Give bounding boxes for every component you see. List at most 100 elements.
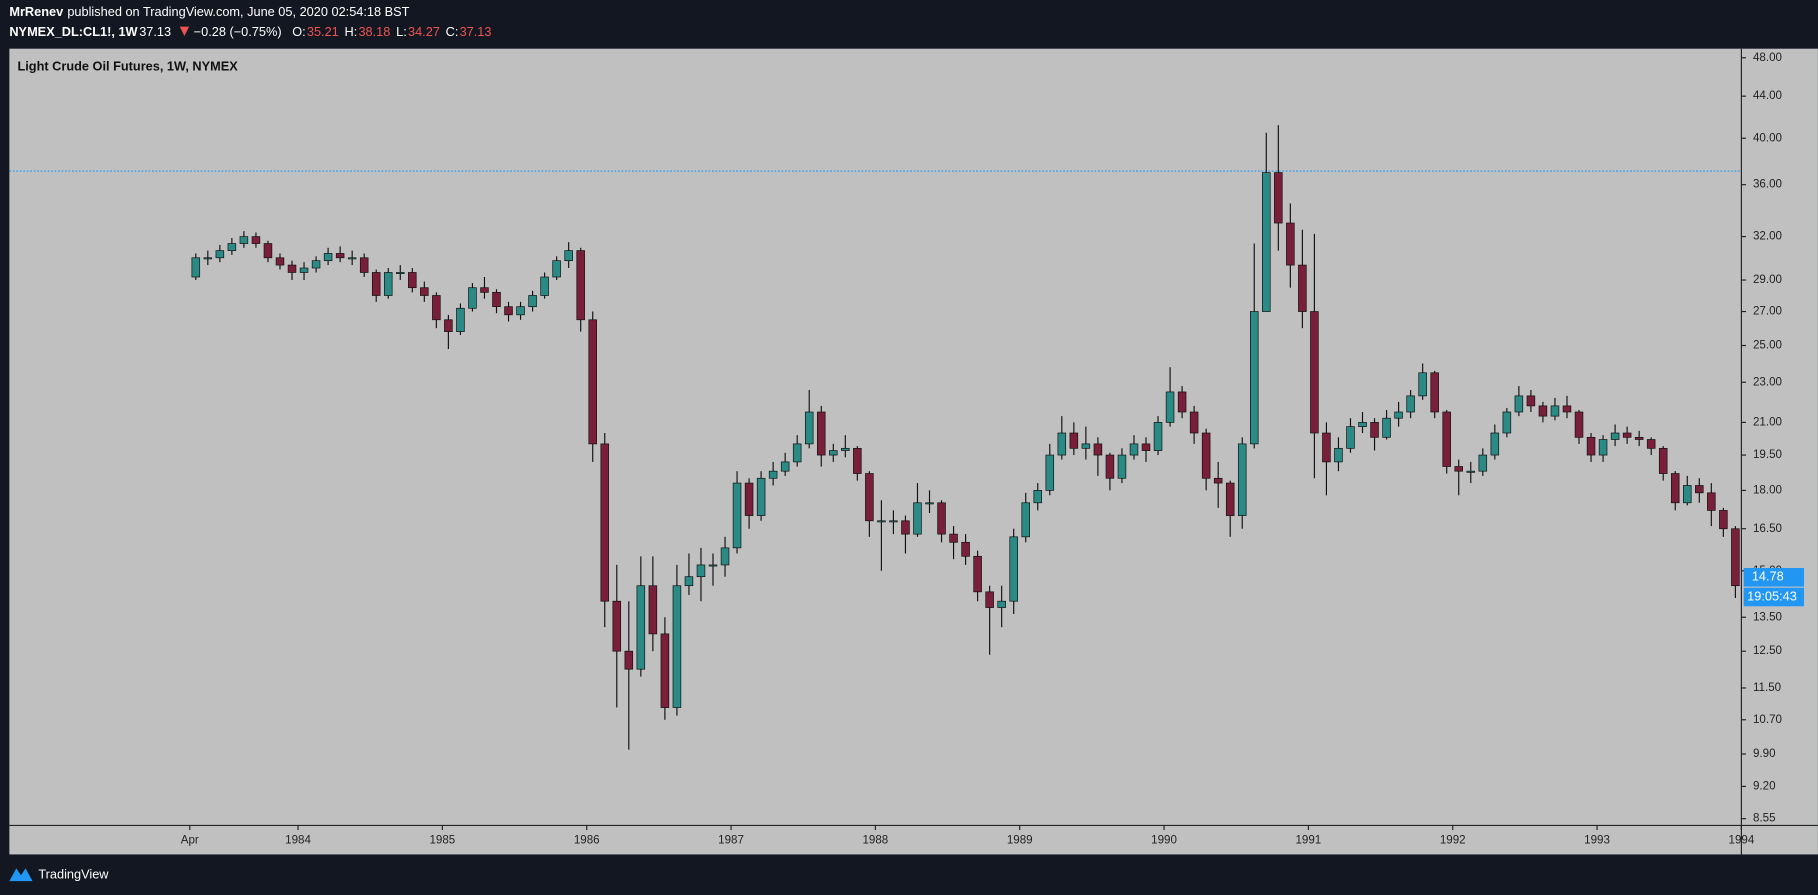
- candle-body: [1237, 443, 1247, 516]
- candle-body: [528, 295, 537, 308]
- down-arrow: [179, 26, 190, 36]
- candle-body: [1658, 447, 1668, 474]
- y-tick-label: 10.70: [1753, 714, 1782, 726]
- candle-body: [576, 250, 585, 321]
- candle-body: [1298, 264, 1307, 312]
- x-tick-label: 1986: [574, 835, 600, 847]
- candle-body: [275, 257, 285, 266]
- x-tick-label: 1984: [285, 835, 311, 847]
- candle-body: [732, 482, 742, 549]
- candle-body: [468, 287, 477, 309]
- candle-body: [1731, 528, 1740, 587]
- candle-body: [1622, 432, 1632, 438]
- candle-body: [1695, 485, 1704, 494]
- candle-body: [780, 461, 790, 472]
- y-tick-label: 11.50: [1753, 682, 1781, 694]
- candle-body: [1502, 411, 1512, 434]
- candle-body: [1382, 417, 1391, 438]
- y-tick-label: 18.00: [1753, 484, 1782, 496]
- x-tick-label: 1990: [1151, 835, 1177, 847]
- candle-body: [420, 287, 429, 296]
- candle-body: [456, 307, 465, 332]
- ohlc-value: 34.27: [408, 24, 440, 39]
- candle-body: [853, 447, 862, 474]
- candle-body: [1045, 454, 1055, 491]
- candle-body: [311, 260, 321, 269]
- candle-body: [1225, 482, 1235, 516]
- candle-body: [1286, 222, 1295, 266]
- y-tick-label: 32.00: [1753, 231, 1782, 243]
- author: MrRenev: [9, 4, 64, 19]
- candle-body: [1153, 422, 1163, 451]
- candle-body: [985, 591, 994, 608]
- candle-body: [841, 447, 850, 451]
- candle-body: [925, 502, 934, 505]
- candle-body: [1598, 439, 1608, 456]
- candle-body: [1189, 411, 1199, 434]
- candle-body: [913, 502, 922, 535]
- y-tick-label: 16.50: [1753, 523, 1782, 535]
- candle-body: [299, 267, 309, 273]
- ohlc-label: O:: [292, 24, 305, 39]
- candle-body: [251, 236, 261, 244]
- y-tick-label: 27.00: [1753, 306, 1782, 318]
- y-tick-label: 40.00: [1753, 132, 1782, 144]
- candle-body: [648, 585, 658, 635]
- candle-body: [684, 576, 694, 587]
- candle-body: [1670, 473, 1680, 504]
- ohlc-fields: O: 35.21 H: 38.18 L: 34.27 C: 37.13: [292, 24, 491, 39]
- candle-body: [1610, 432, 1620, 440]
- candle-body: [227, 243, 237, 251]
- candle-body: [636, 585, 646, 670]
- brand: TradingView: [38, 867, 109, 882]
- last-quote: 37.13: [139, 24, 171, 39]
- candle-body: [1394, 411, 1403, 419]
- x-tick-label: 1994: [1729, 835, 1755, 847]
- candle-body: [1646, 439, 1656, 449]
- candle-body: [1310, 311, 1319, 434]
- y-tick-label: 36.00: [1753, 179, 1782, 191]
- symbol: NYMEX_DL:CL1!, 1W: [9, 24, 138, 39]
- y-tick-label: 44.00: [1753, 90, 1782, 102]
- candle-body: [829, 450, 838, 456]
- candle-body: [865, 473, 874, 522]
- ohlc-label: C:: [446, 24, 459, 39]
- candle-body: [901, 520, 910, 535]
- candle-body: [1201, 432, 1211, 479]
- candle-body: [624, 650, 634, 670]
- candle-body: [937, 502, 946, 535]
- candle-body: [552, 260, 561, 278]
- x-tick-label: 1985: [429, 835, 455, 847]
- candle-body: [889, 520, 898, 523]
- plot: [9, 125, 1742, 750]
- candle-body: [1358, 422, 1367, 427]
- y-tick-label: 9.90: [1753, 748, 1776, 760]
- footer: TradingView: [9, 867, 109, 882]
- candle-body: [1213, 477, 1223, 484]
- candle-body: [564, 250, 573, 262]
- y-tick-label: 25.00: [1753, 340, 1782, 352]
- candle-body: [432, 295, 441, 321]
- candle-body: [949, 533, 958, 543]
- candle-body: [347, 257, 357, 260]
- candle-body: [383, 272, 393, 296]
- candle-body: [1490, 432, 1500, 456]
- candle-body: [492, 292, 501, 308]
- candle-body: [1009, 536, 1018, 602]
- candle-body: [1454, 466, 1463, 472]
- candle-body: [1274, 172, 1283, 224]
- countdown: 19:05:43: [1747, 588, 1797, 603]
- candle-body: [1442, 411, 1451, 467]
- candle-body: [239, 236, 249, 244]
- candle-body: [1069, 432, 1079, 449]
- candle-body: [1634, 436, 1644, 440]
- candle-body: [191, 257, 201, 278]
- candle-body: [792, 443, 802, 463]
- x-tick-label: 1993: [1584, 835, 1610, 847]
- candle-body: [1370, 422, 1379, 438]
- candle-body: [371, 272, 381, 296]
- candle-body: [1057, 432, 1067, 456]
- candle-body: [708, 564, 718, 567]
- candle-body: [1081, 443, 1091, 449]
- ohlc-value: 35.21: [307, 24, 339, 39]
